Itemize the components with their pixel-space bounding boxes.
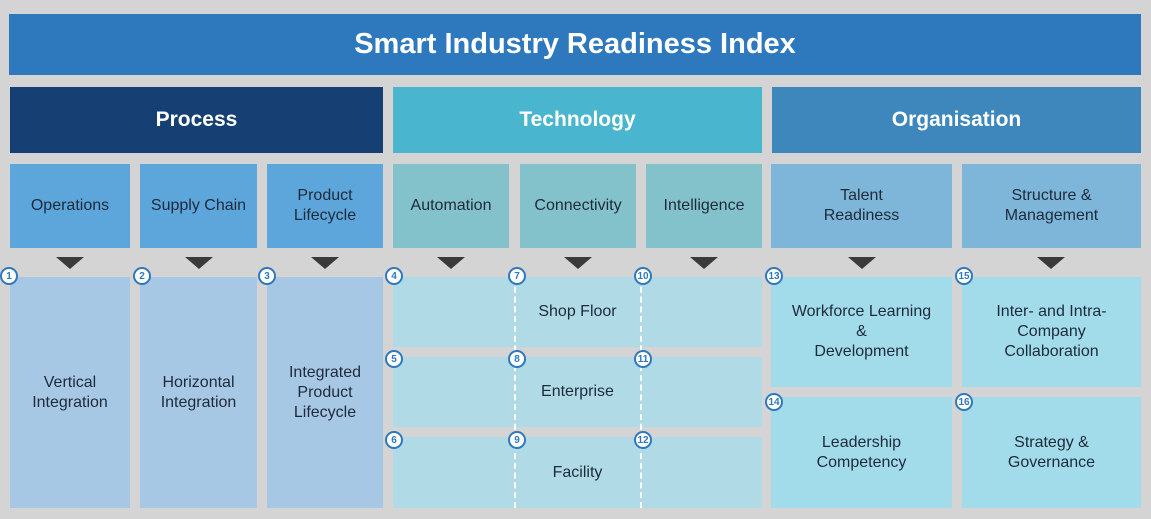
number-badge: 15 — [955, 267, 973, 285]
area-integrated-product-lifecycle: Integrated Product Lifecycle — [267, 277, 383, 508]
number-badge: 7 — [508, 267, 526, 285]
dimension-structure-management: Structure & Management — [962, 164, 1141, 248]
dimension-operations: Operations — [10, 164, 130, 248]
down-arrow-icon — [437, 257, 465, 269]
number-badge: 5 — [385, 350, 403, 368]
down-arrow-icon — [56, 257, 84, 269]
number-badge: 2 — [133, 267, 151, 285]
number-badge: 16 — [955, 393, 973, 411]
number-badge: 8 — [508, 350, 526, 368]
grid-divider — [514, 277, 516, 508]
grid-divider — [640, 277, 642, 508]
down-arrow-icon — [848, 257, 876, 269]
dimension-product-lifecycle: Product Lifecycle — [267, 164, 383, 248]
page-title: Smart Industry Readiness Index — [9, 14, 1141, 75]
dimension-supply-chain: Supply Chain — [140, 164, 257, 248]
area-strategy-governance: Strategy & Governance — [962, 397, 1141, 508]
pillar-organisation: Organisation — [772, 87, 1141, 153]
number-badge: 6 — [385, 431, 403, 449]
dimension-intelligence: Intelligence — [646, 164, 762, 248]
pillar-process: Process — [10, 87, 383, 153]
number-badge: 3 — [258, 267, 276, 285]
area-workforce-learning: Workforce Learning & Development — [771, 277, 952, 387]
area-vertical-integration: Vertical Integration — [10, 277, 130, 508]
row-facility: Facility — [393, 437, 762, 508]
down-arrow-icon — [1037, 257, 1065, 269]
number-badge: 9 — [508, 431, 526, 449]
area-horizontal-integration: Horizontal Integration — [140, 277, 257, 508]
row-shop-floor: Shop Floor — [393, 277, 762, 347]
number-badge: 13 — [765, 267, 783, 285]
down-arrow-icon — [185, 257, 213, 269]
number-badge: 12 — [634, 431, 652, 449]
down-arrow-icon — [311, 257, 339, 269]
number-badge: 4 — [385, 267, 403, 285]
dimension-automation: Automation — [393, 164, 509, 248]
number-badge: 10 — [634, 267, 652, 285]
down-arrow-icon — [564, 257, 592, 269]
dimension-talent-readiness: Talent Readiness — [771, 164, 952, 248]
row-enterprise: Enterprise — [393, 357, 762, 427]
number-badge: 11 — [634, 350, 652, 368]
area-leadership-competency: Leadership Competency — [771, 397, 952, 508]
pillar-technology: Technology — [393, 87, 762, 153]
number-badge: 1 — [0, 267, 18, 285]
number-badge: 14 — [765, 393, 783, 411]
area-inter-intra-collaboration: Inter- and Intra- Company Collaboration — [962, 277, 1141, 387]
down-arrow-icon — [690, 257, 718, 269]
dimension-connectivity: Connectivity — [520, 164, 636, 248]
